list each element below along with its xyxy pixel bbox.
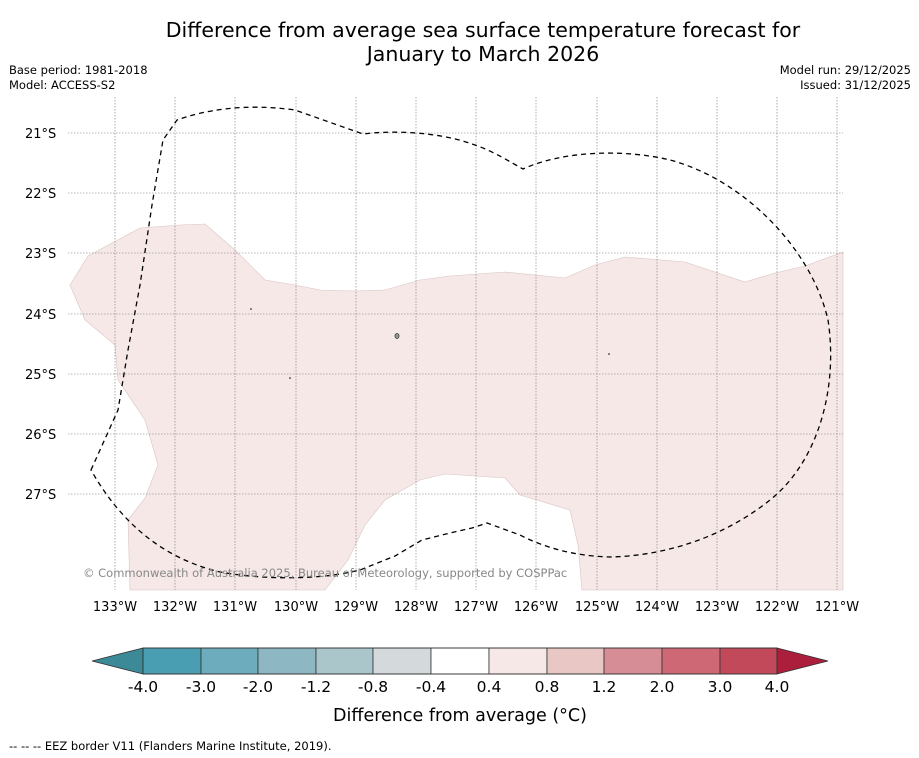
lon-label: 126°W [514, 600, 558, 615]
colorbar-tick: -4.0 [128, 678, 158, 696]
colorbar-tick: 1.2 [592, 678, 617, 696]
lon-label: 123°W [695, 600, 739, 615]
colorbar-tick: -1.2 [301, 678, 331, 696]
colorbar-tick: 0.8 [535, 678, 560, 696]
colorbar: -4.0 -3.0 -2.0 -1.2 -0.8 -0.4 0.4 0.8 1.… [91, 647, 829, 726]
lon-label: 121°W [815, 600, 859, 615]
lon-label: 133°W [93, 600, 137, 615]
map-title: Difference from average sea surface temp… [0, 18, 919, 66]
lon-label: 122°W [755, 600, 799, 615]
colorbar-segment [315, 647, 374, 675]
colorbar-segment [603, 647, 663, 675]
colorbar-tick: 2.0 [650, 678, 675, 696]
colorbar-segment [430, 647, 490, 675]
colorbar-tick: 0.4 [477, 678, 502, 696]
colorbar-tick: -2.0 [243, 678, 273, 696]
colorbar-under-arrow [91, 647, 144, 675]
colorbar-title: Difference from average (°C) [333, 706, 587, 726]
colorbar-tick: -0.4 [416, 678, 446, 696]
lon-label: 130°W [274, 600, 318, 615]
colorbar-tick: -0.8 [358, 678, 388, 696]
colorbar-over-arrow [776, 647, 829, 675]
lon-label: 124°W [635, 600, 679, 615]
lon-label: 131°W [213, 600, 257, 615]
eez-footnote: -- -- -- EEZ border V11 (Flanders Marine… [9, 739, 332, 753]
lat-label: 23°S [25, 247, 56, 262]
island-small-1 [250, 308, 252, 310]
colorbar-frame [142, 647, 778, 675]
model-run: Model run: 29/12/2025 [779, 63, 911, 77]
base-period: Base period: 1981-2018 [9, 63, 148, 77]
map-labels: 21°S 22°S 23°S 24°S 25°S 26°S 27°S 133°W… [25, 127, 859, 615]
colorbar-segment [719, 647, 778, 675]
eez-border [90, 106, 832, 579]
title-line-2: January to March 2026 [366, 42, 600, 66]
meta-right: Model run: 29/12/2025 Issued: 31/12/2025 [780, 63, 911, 93]
model-name: Model: ACCESS-S2 [9, 78, 116, 92]
colorbar-tick: 3.0 [708, 678, 733, 696]
colorbar-segment [372, 647, 432, 675]
colorbar-segments [142, 647, 778, 675]
lon-labels: 133°W 132°W 131°W 130°W 129°W 128°W 127°… [93, 600, 859, 615]
colorbar-segment [257, 647, 317, 675]
colorbar-segment [661, 647, 721, 675]
lat-label: 21°S [25, 127, 56, 142]
colorbar-segment [546, 647, 605, 675]
issued-date: Issued: 31/12/2025 [800, 78, 911, 92]
copyright-notice: © Commonwealth of Australia 2025, Bureau… [83, 566, 567, 580]
lat-label: 26°S [25, 428, 56, 443]
island-ducie [394, 333, 400, 339]
colorbar-tick: -3.0 [186, 678, 216, 696]
lon-label: 132°W [153, 600, 197, 615]
lon-label: 127°W [454, 600, 498, 615]
lon-label: 129°W [334, 600, 378, 615]
island-small-3 [608, 353, 610, 355]
lat-label: 27°S [25, 488, 56, 503]
lon-label: 125°W [575, 600, 619, 615]
colorbar-tick-labels: -4.0 -3.0 -2.0 -1.2 -0.8 -0.4 0.4 0.8 1.… [128, 678, 789, 696]
colorbar-tick: 4.0 [765, 678, 790, 696]
lon-label: 128°W [394, 600, 438, 615]
map-gridlines [68, 97, 843, 590]
colorbar-segment [200, 647, 259, 675]
colorbar-segment [142, 647, 202, 675]
lat-label: 22°S [25, 187, 56, 202]
colorbar-segment [488, 647, 548, 675]
island-small-2 [289, 377, 291, 379]
meta-left: Base period: 1981-2018 Model: ACCESS-S2 [9, 63, 148, 93]
lat-label: 24°S [25, 308, 56, 323]
anomaly-region [69, 223, 844, 591]
lat-label: 25°S [25, 368, 56, 383]
title-line-1: Difference from average sea surface temp… [165, 18, 801, 42]
lat-labels: 21°S 22°S 23°S 24°S 25°S 26°S 27°S [25, 127, 56, 503]
